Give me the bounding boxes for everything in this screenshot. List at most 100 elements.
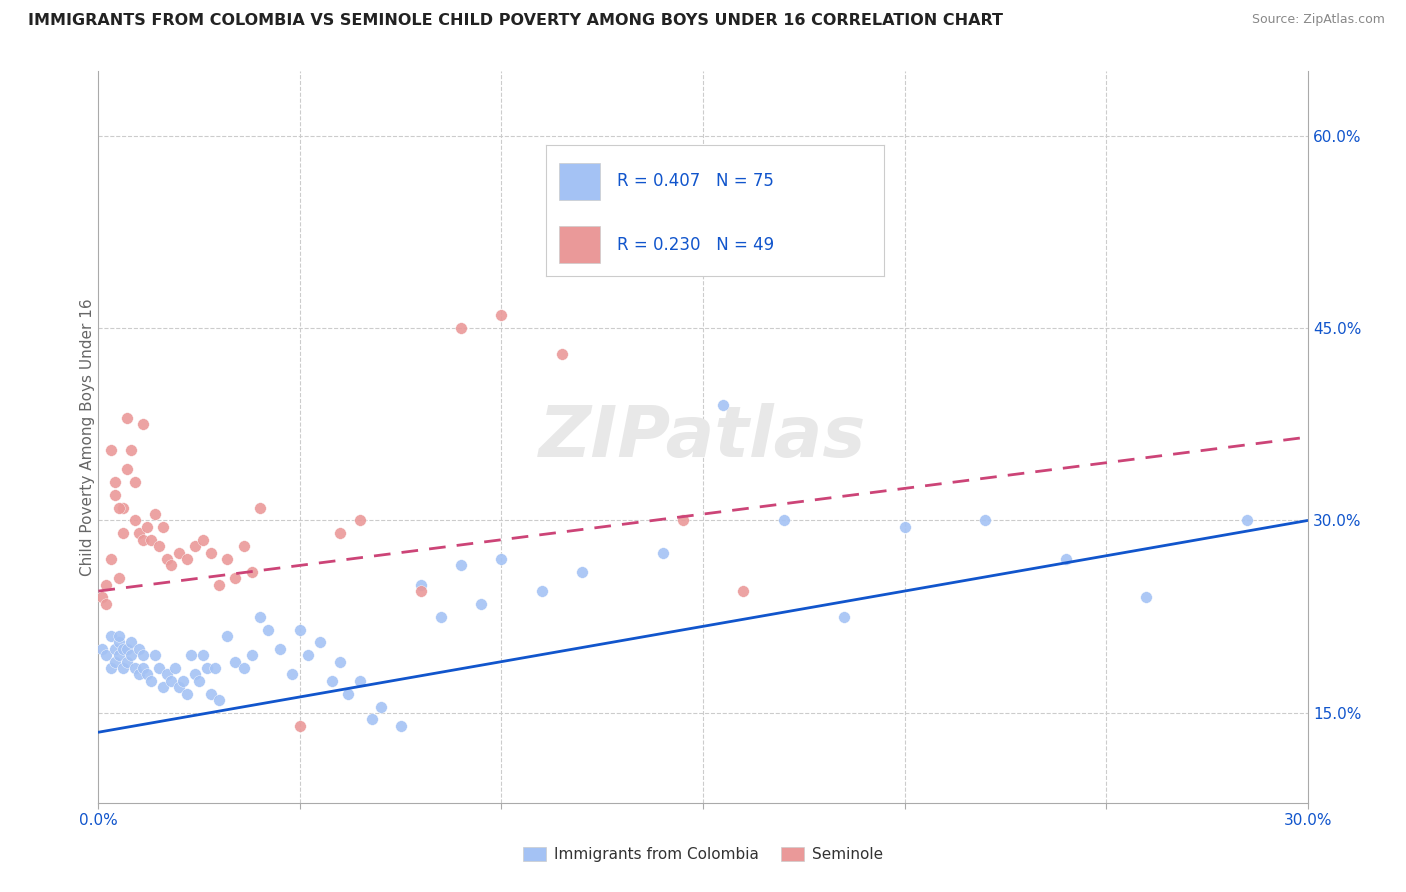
Point [249, 609, 271, 624]
Point [100, 661, 122, 675]
Point [200, 545, 222, 559]
Point [111, 500, 134, 515]
Point [96, 648, 118, 663]
Point [893, 520, 915, 534]
Point [100, 442, 122, 457]
Point [370, 699, 392, 714]
Point [132, 648, 155, 663]
Point [143, 507, 166, 521]
Point [148, 539, 170, 553]
Point [180, 648, 202, 663]
Point [120, 442, 142, 457]
Point [91, 591, 114, 605]
Point [152, 520, 174, 534]
Point [143, 648, 166, 663]
Point [91, 641, 114, 656]
Point [288, 719, 311, 733]
Point [1135, 591, 1157, 605]
Point [208, 577, 231, 591]
Point [96, 577, 118, 591]
Point [321, 673, 343, 688]
Legend: Immigrants from Colombia, Seminole: Immigrants from Colombia, Seminole [517, 841, 889, 868]
Point [120, 648, 142, 663]
Point [571, 565, 593, 579]
Point [974, 514, 997, 528]
Point [163, 661, 186, 675]
Point [128, 667, 150, 681]
Point [530, 584, 553, 599]
Point [160, 673, 183, 688]
Point [772, 514, 794, 528]
Point [1054, 552, 1077, 566]
Point [115, 462, 138, 476]
Text: Source: ZipAtlas.com: Source: ZipAtlas.com [1251, 13, 1385, 27]
Point [135, 520, 157, 534]
Point [156, 552, 179, 566]
Point [193, 648, 215, 663]
Point [491, 552, 513, 566]
Point [188, 673, 211, 688]
Point [195, 661, 218, 675]
Point [256, 623, 278, 637]
Point [240, 648, 263, 663]
Point [172, 673, 194, 688]
Text: IMMIGRANTS FROM COLOMBIA VS SEMINOLE CHILD POVERTY AMONG BOYS UNDER 16 CORRELATI: IMMIGRANTS FROM COLOMBIA VS SEMINOLE CHI… [28, 13, 1002, 29]
Point [184, 667, 207, 681]
Point [132, 661, 155, 675]
Point [612, 167, 634, 181]
Point [107, 571, 129, 585]
Point [139, 533, 162, 547]
Point [224, 655, 246, 669]
Point [793, 815, 815, 830]
Point [224, 571, 246, 585]
Point [281, 667, 304, 681]
Point [111, 661, 134, 675]
Point [128, 641, 150, 656]
Point [450, 321, 472, 335]
Point [329, 655, 352, 669]
Point [132, 417, 155, 432]
Y-axis label: Child Poverty Among Boys Under 16: Child Poverty Among Boys Under 16 [80, 298, 94, 576]
Point [269, 641, 291, 656]
Point [389, 719, 412, 733]
Point [217, 552, 239, 566]
Point [103, 475, 125, 489]
Point [135, 667, 157, 681]
Point [115, 410, 138, 425]
Point [232, 539, 254, 553]
Point [288, 623, 311, 637]
Point [873, 808, 896, 822]
Point [120, 635, 142, 649]
Point [208, 693, 231, 707]
Point [232, 661, 254, 675]
Point [409, 577, 432, 591]
Point [450, 558, 472, 573]
Point [551, 346, 574, 360]
Point [139, 673, 162, 688]
Point [176, 552, 198, 566]
Point [349, 514, 371, 528]
Point [167, 681, 190, 695]
Point [152, 681, 174, 695]
Point [176, 687, 198, 701]
Point [100, 552, 122, 566]
Point [132, 533, 155, 547]
Point [103, 488, 125, 502]
Point [124, 514, 146, 528]
Point [297, 648, 319, 663]
Point [107, 500, 129, 515]
Point [361, 712, 384, 726]
Point [103, 641, 125, 656]
Point [124, 475, 146, 489]
Point [103, 655, 125, 669]
Point [160, 558, 183, 573]
Point [96, 597, 118, 611]
Point [672, 514, 695, 528]
Point [349, 673, 371, 688]
Point [329, 526, 352, 541]
Point [651, 545, 673, 559]
Point [733, 584, 755, 599]
Point [184, 539, 207, 553]
Point [107, 648, 129, 663]
Point [309, 635, 332, 649]
